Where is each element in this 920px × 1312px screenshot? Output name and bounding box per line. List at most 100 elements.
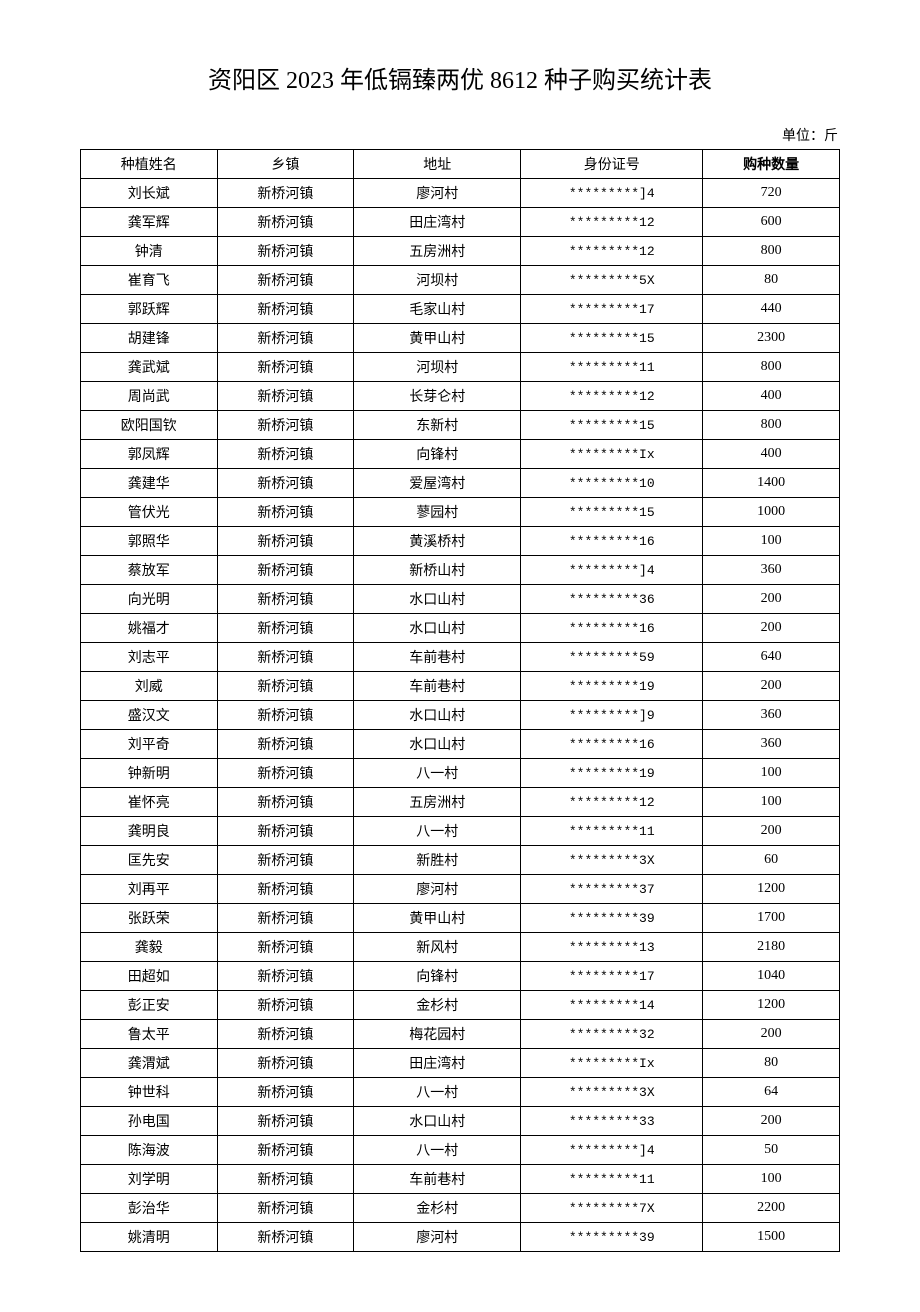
- cell-address: 新胜村: [354, 846, 521, 875]
- cell-name: 姚福才: [81, 614, 218, 643]
- cell-id: *********12: [521, 208, 703, 237]
- cell-address: 毛家山村: [354, 295, 521, 324]
- cell-name: 张跃荣: [81, 904, 218, 933]
- cell-id: *********59: [521, 643, 703, 672]
- cell-quantity: 440: [703, 295, 840, 324]
- cell-address: 向锋村: [354, 440, 521, 469]
- cell-town: 新桥河镇: [217, 701, 354, 730]
- cell-id: *********16: [521, 527, 703, 556]
- cell-id: *********15: [521, 411, 703, 440]
- cell-town: 新桥河镇: [217, 440, 354, 469]
- cell-quantity: 200: [703, 817, 840, 846]
- cell-quantity: 1200: [703, 875, 840, 904]
- cell-address: 五房洲村: [354, 237, 521, 266]
- cell-town: 新桥河镇: [217, 614, 354, 643]
- header-town: 乡镇: [217, 150, 354, 179]
- cell-id: *********12: [521, 788, 703, 817]
- cell-quantity: 1200: [703, 991, 840, 1020]
- cell-id: *********37: [521, 875, 703, 904]
- cell-id: *********]4: [521, 1136, 703, 1165]
- cell-quantity: 80: [703, 1049, 840, 1078]
- cell-quantity: 200: [703, 1020, 840, 1049]
- cell-name: 彭正安: [81, 991, 218, 1020]
- cell-id: *********11: [521, 353, 703, 382]
- table-row: 鲁太平新桥河镇梅花园村*********32200: [81, 1020, 840, 1049]
- cell-id: *********12: [521, 382, 703, 411]
- table-row: 龚明良新桥河镇八一村*********11200: [81, 817, 840, 846]
- cell-quantity: 100: [703, 788, 840, 817]
- cell-name: 刘威: [81, 672, 218, 701]
- cell-address: 廖河村: [354, 875, 521, 904]
- table-row: 崔育飞新桥河镇河坝村*********5X80: [81, 266, 840, 295]
- table-row: 管伏光新桥河镇蓼园村*********151000: [81, 498, 840, 527]
- table-row: 姚清明新桥河镇廖河村*********391500: [81, 1223, 840, 1252]
- cell-name: 龚建华: [81, 469, 218, 498]
- cell-address: 水口山村: [354, 701, 521, 730]
- cell-address: 蓼园村: [354, 498, 521, 527]
- cell-id: *********]4: [521, 179, 703, 208]
- cell-town: 新桥河镇: [217, 266, 354, 295]
- table-row: 蔡放军新桥河镇新桥山村*********]4360: [81, 556, 840, 585]
- table-row: 向光明新桥河镇水口山村*********36200: [81, 585, 840, 614]
- data-table: 种植姓名 乡镇 地址 身份证号 购种数量 刘长斌新桥河镇廖河村*********…: [80, 149, 840, 1252]
- cell-name: 崔育飞: [81, 266, 218, 295]
- cell-name: 刘长斌: [81, 179, 218, 208]
- cell-address: 河坝村: [354, 266, 521, 295]
- cell-name: 孙电国: [81, 1107, 218, 1136]
- cell-quantity: 800: [703, 353, 840, 382]
- cell-address: 新桥山村: [354, 556, 521, 585]
- cell-id: *********7X: [521, 1194, 703, 1223]
- cell-address: 田庄湾村: [354, 208, 521, 237]
- cell-address: 廖河村: [354, 179, 521, 208]
- cell-address: 黄溪桥村: [354, 527, 521, 556]
- cell-name: 郭凤辉: [81, 440, 218, 469]
- cell-quantity: 2200: [703, 1194, 840, 1223]
- cell-quantity: 1400: [703, 469, 840, 498]
- cell-town: 新桥河镇: [217, 295, 354, 324]
- cell-quantity: 1700: [703, 904, 840, 933]
- cell-id: *********13: [521, 933, 703, 962]
- cell-name: 刘平奇: [81, 730, 218, 759]
- cell-id: *********19: [521, 672, 703, 701]
- cell-quantity: 64: [703, 1078, 840, 1107]
- cell-address: 八一村: [354, 1078, 521, 1107]
- table-row: 孙电国新桥河镇水口山村*********33200: [81, 1107, 840, 1136]
- header-id: 身份证号: [521, 150, 703, 179]
- cell-id: *********5X: [521, 266, 703, 295]
- cell-quantity: 80: [703, 266, 840, 295]
- cell-town: 新桥河镇: [217, 1107, 354, 1136]
- cell-name: 欧阳国钦: [81, 411, 218, 440]
- cell-quantity: 400: [703, 382, 840, 411]
- cell-name: 向光明: [81, 585, 218, 614]
- header-quantity: 购种数量: [703, 150, 840, 179]
- cell-name: 管伏光: [81, 498, 218, 527]
- cell-name: 刘学明: [81, 1165, 218, 1194]
- table-row: 郭凤辉新桥河镇向锋村*********Ix400: [81, 440, 840, 469]
- table-body: 刘长斌新桥河镇廖河村*********]4720龚军辉新桥河镇田庄湾村*****…: [81, 179, 840, 1252]
- cell-address: 五房洲村: [354, 788, 521, 817]
- cell-quantity: 200: [703, 1107, 840, 1136]
- cell-town: 新桥河镇: [217, 556, 354, 585]
- table-row: 龚毅新桥河镇新风村*********132180: [81, 933, 840, 962]
- cell-town: 新桥河镇: [217, 527, 354, 556]
- cell-address: 梅花园村: [354, 1020, 521, 1049]
- cell-name: 钟世科: [81, 1078, 218, 1107]
- cell-address: 河坝村: [354, 353, 521, 382]
- cell-town: 新桥河镇: [217, 179, 354, 208]
- cell-address: 新风村: [354, 933, 521, 962]
- cell-name: 彭治华: [81, 1194, 218, 1223]
- cell-address: 水口山村: [354, 1107, 521, 1136]
- cell-name: 周尚武: [81, 382, 218, 411]
- cell-town: 新桥河镇: [217, 904, 354, 933]
- table-header-row: 种植姓名 乡镇 地址 身份证号 购种数量: [81, 150, 840, 179]
- cell-id: *********Ix: [521, 440, 703, 469]
- table-row: 欧阳国钦新桥河镇东新村*********15800: [81, 411, 840, 440]
- table-row: 龚军辉新桥河镇田庄湾村*********12600: [81, 208, 840, 237]
- cell-town: 新桥河镇: [217, 962, 354, 991]
- cell-quantity: 2180: [703, 933, 840, 962]
- cell-town: 新桥河镇: [217, 759, 354, 788]
- cell-id: *********16: [521, 730, 703, 759]
- cell-name: 盛汉文: [81, 701, 218, 730]
- table-row: 陈海波新桥河镇八一村*********]450: [81, 1136, 840, 1165]
- table-row: 刘长斌新桥河镇廖河村*********]4720: [81, 179, 840, 208]
